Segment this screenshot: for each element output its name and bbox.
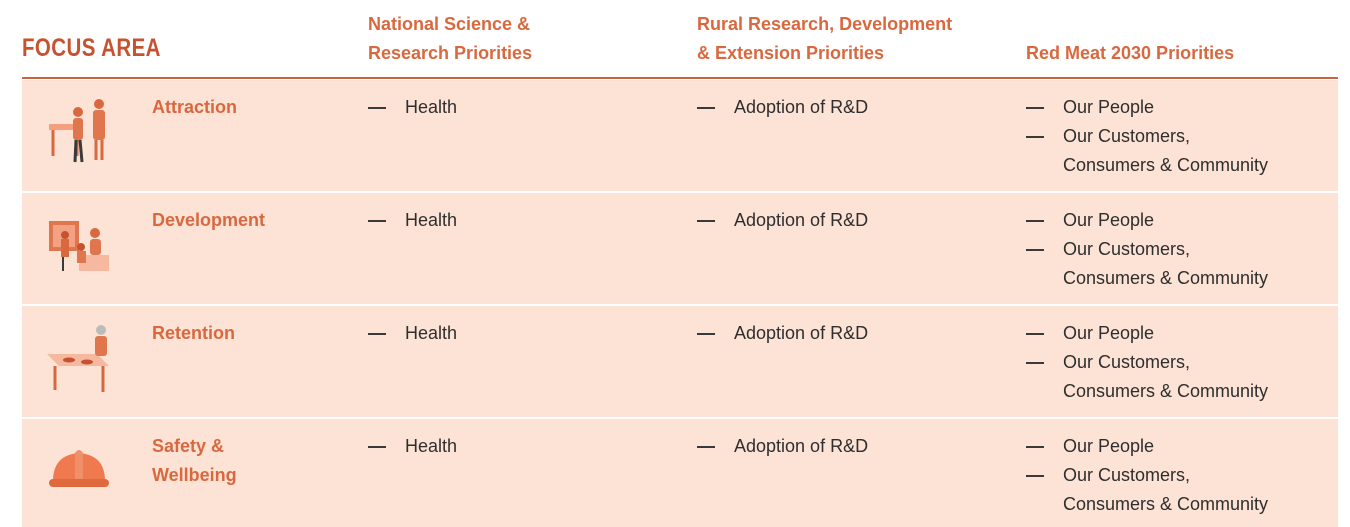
list-item: Our People [1063,210,1155,230]
list-dash [1026,220,1044,222]
list-item: Our People [1063,97,1155,117]
list-dash [697,446,715,448]
icon [49,450,109,487]
row-icon [45,433,115,518]
list-dash [368,107,386,109]
list-item: Our Customers, [1063,126,1191,146]
table-row [22,306,1338,417]
icon [49,99,105,163]
list-item: Our People [1063,323,1155,343]
table-row [22,193,1338,304]
focus-label: Retention [152,323,235,343]
row-icon [45,94,115,179]
list-dash [697,333,715,335]
column-header: Red Meat 2030 Priorities [1026,43,1235,63]
list-dash [1026,475,1044,477]
focus-label: Wellbeing [152,465,237,485]
row-icon [45,320,115,405]
focus-label: Attraction [152,97,237,117]
list-dash [1026,249,1044,251]
list-dash [1026,362,1044,364]
list-dash [368,333,386,335]
list-item: Consumers & Community [1063,155,1269,175]
list-dash [1026,107,1044,109]
column-header: Rural Research, Development [697,14,953,34]
list-item: Consumers & Community [1063,381,1269,401]
list-dash [1026,136,1044,138]
column-header: & Extension Priorities [697,43,885,63]
table-row [22,419,1338,527]
list-item: Health [405,97,458,117]
list-item: Our Customers, [1063,352,1191,372]
list-item: Our People [1063,436,1155,456]
list-dash [697,220,715,222]
list-item: Our Customers, [1063,465,1191,485]
focus-label: Development [152,210,266,230]
focus-area-heading: FOCUS AREA [22,34,161,62]
row-icon [45,207,115,292]
list-dash [1026,333,1044,335]
list-item: Consumers & Community [1063,494,1269,514]
table-row [22,80,1338,191]
column-header: Research Priorities [368,43,533,63]
list-item: Consumers & Community [1063,268,1269,288]
focus-label: Safety & [152,436,225,456]
list-item: Adoption of R&D [734,323,869,343]
column-header: National Science & [368,14,531,34]
icon [47,325,109,392]
list-dash [1026,446,1044,448]
list-item: Adoption of R&D [734,436,869,456]
list-item: Our Customers, [1063,239,1191,259]
list-item: Health [405,436,458,456]
list-dash [697,107,715,109]
list-item: Health [405,210,458,230]
header-rule [22,77,1338,79]
list-item: Health [405,323,458,343]
icon [49,221,109,271]
list-item: Adoption of R&D [734,210,869,230]
list-dash [368,220,386,222]
list-dash [368,446,386,448]
list-item: Adoption of R&D [734,97,869,117]
